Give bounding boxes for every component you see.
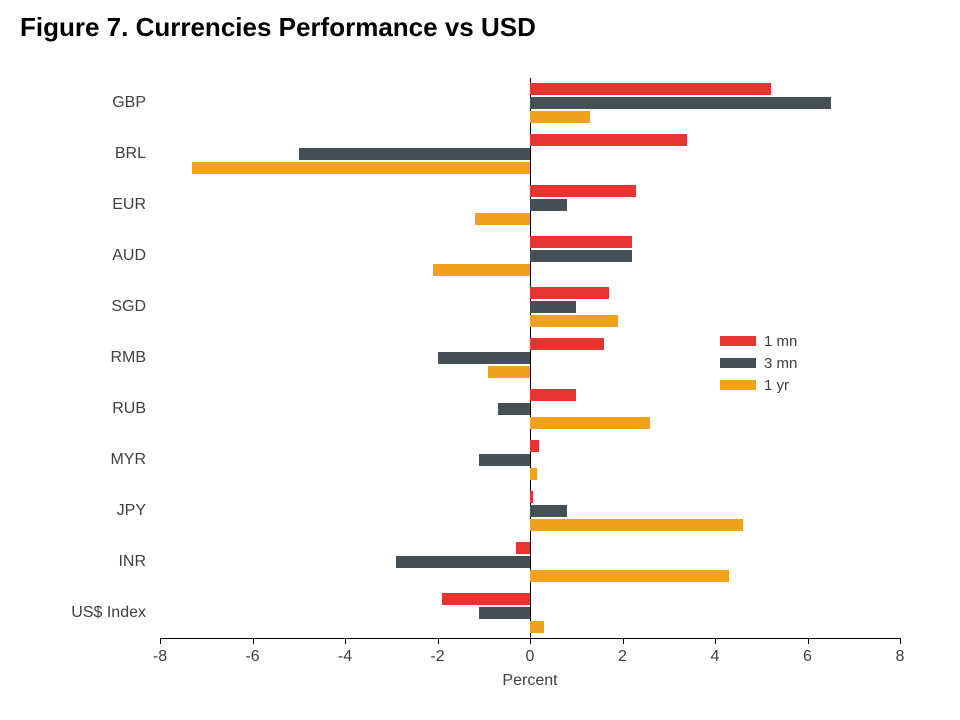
y-category-label: RUB [0,400,146,418]
y-category-label: JPY [0,502,146,520]
legend-item: 1 mn [720,330,797,352]
legend-label: 1 mn [764,333,797,350]
x-tick-label: 4 [711,648,720,666]
legend-swatch [720,336,756,346]
bar [530,315,618,327]
x-tick-label: -4 [338,648,352,666]
bar [498,403,530,415]
bar [530,621,544,633]
y-category-label: MYR [0,451,146,469]
figure-title: Figure 7. Currencies Performance vs USD [20,12,536,43]
bar [530,519,743,531]
bar [530,491,533,503]
legend-item: 3 mn [720,352,797,374]
y-category-label: RMB [0,349,146,367]
bar [479,607,530,619]
bar [530,185,636,197]
x-tick [623,638,624,644]
x-tick-label: 2 [618,648,627,666]
legend-swatch [720,358,756,368]
x-axis-title: Percent [502,672,557,690]
x-tick [900,638,901,644]
x-tick [345,638,346,644]
y-category-label: EUR [0,196,146,214]
x-tick [530,638,531,644]
bar [516,542,530,554]
bar [530,83,771,95]
x-tick [715,638,716,644]
bar [299,148,530,160]
x-tick-label: 8 [896,648,905,666]
x-tick [438,638,439,644]
x-tick [160,638,161,644]
legend-item: 1 yr [720,374,797,396]
bar [530,417,650,429]
y-category-label: BRL [0,145,146,163]
bar [479,454,530,466]
y-category-label: US$ Index [0,604,146,622]
bar [530,111,590,123]
bar [530,250,632,262]
bar [433,264,530,276]
bar [396,556,530,568]
x-tick [808,638,809,644]
legend-label: 1 yr [764,377,789,394]
bar [530,287,609,299]
y-category-label: GBP [0,94,146,112]
bar [530,505,567,517]
y-category-label: AUD [0,247,146,265]
bar [530,97,831,109]
bar [442,593,530,605]
legend-label: 3 mn [764,355,797,372]
bar [530,134,687,146]
x-tick-label: -2 [430,648,444,666]
bar [530,440,539,452]
bar [488,366,530,378]
bar [530,389,576,401]
legend: 1 mn 3 mn 1 yr [720,330,797,396]
x-tick-label: 6 [803,648,812,666]
y-category-label: INR [0,553,146,571]
zero-line [530,78,531,638]
x-tick [253,638,254,644]
figure-container: { "title": "Figure 7. Currencies Perform… [0,0,960,720]
x-tick-label: 0 [526,648,535,666]
bar [530,236,632,248]
bar [530,570,729,582]
bar [530,301,576,313]
x-tick-label: -8 [153,648,167,666]
bar [530,199,567,211]
bar [438,352,531,364]
x-tick-label: -6 [245,648,259,666]
bar [475,213,531,225]
legend-swatch [720,380,756,390]
bar [530,468,537,480]
y-category-label: SGD [0,298,146,316]
bar [530,338,604,350]
bar [192,162,530,174]
